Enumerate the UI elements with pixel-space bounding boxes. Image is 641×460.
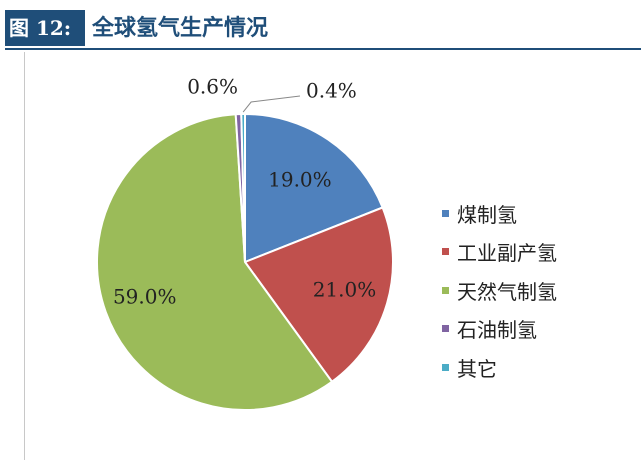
data-label-natural-gas: 59.0% <box>113 285 177 309</box>
data-label-coal: 19.0% <box>268 168 332 192</box>
pie-slice-other <box>240 112 246 263</box>
chart-frame-border <box>24 52 25 460</box>
legend-swatch-natural-gas <box>442 286 449 294</box>
figure-number: 图 12: <box>5 10 85 46</box>
chart-legend: 煤制氢 工业副产氢 天然气制氢 石油制氢 其它 <box>442 194 557 387</box>
title-underline <box>5 48 641 50</box>
legend-swatch-coal <box>442 209 449 217</box>
legend-item-coal: 煤制氢 <box>442 194 557 233</box>
legend-label-other: 其它 <box>457 356 497 381</box>
legend-item-oil: 石油制氢 <box>442 310 557 349</box>
data-label-other: 0.4% <box>306 79 357 103</box>
pie-slice-coal <box>244 112 384 264</box>
pie-slice-industrial-byproduct <box>243 206 394 384</box>
pie-slice-natural-gas <box>96 113 334 411</box>
legend-label-natural-gas: 天然气制氢 <box>457 279 557 304</box>
legend-swatch-industrial-byproduct <box>442 248 449 256</box>
data-label-industrial-byproduct: 21.0% <box>313 277 377 301</box>
figure-header: 图 12: 全球氢气生产情况 <box>0 0 641 60</box>
legend-item-other: 其它 <box>442 348 557 387</box>
legend-label-oil: 石油制氢 <box>457 318 537 343</box>
legend-label-industrial-byproduct: 工业副产氢 <box>457 241 557 266</box>
legend-item-natural-gas: 天然气制氢 <box>442 271 557 310</box>
leader-line-other <box>242 95 301 113</box>
legend-item-industrial-byproduct: 工业副产氢 <box>442 233 557 272</box>
legend-label-coal: 煤制氢 <box>457 202 517 227</box>
data-label-oil: 0.6% <box>187 75 238 99</box>
legend-swatch-other <box>442 363 449 371</box>
legend-swatch-oil <box>442 325 449 333</box>
figure-title: 全球氢气生产情况 <box>92 15 269 41</box>
